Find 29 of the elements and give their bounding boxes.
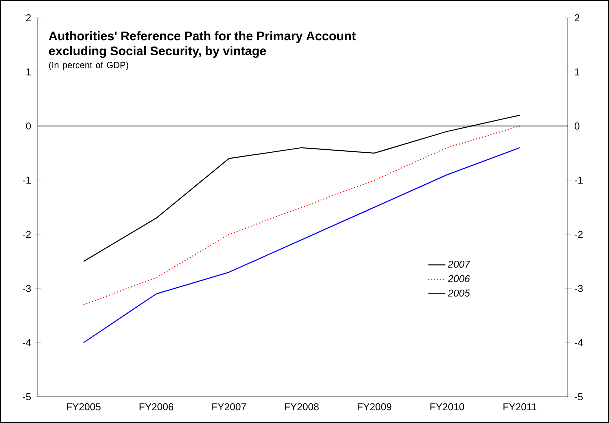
x-tick-label: FY2006: [140, 404, 174, 411]
line-series: [83, 126, 521, 306]
y2-tick-label: 1: [575, 68, 580, 76]
y-tick-label: -4: [23, 339, 32, 346]
y2-tick-label: 2: [575, 14, 580, 22]
y-tick-label: -3: [23, 285, 32, 292]
y2-tick-label: -2: [574, 231, 583, 238]
x-tick-label: FY2007: [212, 404, 246, 411]
y-tick-label: -2: [23, 231, 31, 238]
y-tick-label: 1: [26, 68, 31, 76]
x-tick-label: FY2009: [358, 404, 392, 411]
y2-tick-label: -5: [574, 394, 583, 400]
x-tick-label: FY2005: [67, 404, 101, 411]
legend-label: 2005: [448, 290, 470, 297]
text: (In percent of GDP): [49, 62, 128, 70]
y2-tick-label: -1: [574, 176, 583, 184]
y2-tick-label: 0: [574, 122, 580, 130]
text: Authorities' Reference Path for the Primary Account excluding Social Security, by vintage: [49, 31, 356, 58]
legend-label: 2007: [448, 260, 471, 268]
legend-label: 2006: [448, 275, 470, 282]
x-tick-label: FY2011: [504, 404, 537, 411]
y2-tick-label: -3: [574, 285, 583, 292]
y-tick-label: -5: [23, 394, 32, 400]
y-tick-label: 0: [26, 122, 32, 130]
y-tick-label: -1: [23, 176, 31, 184]
x-tick-label: FY2008: [285, 404, 319, 411]
y-tick-label: 2: [26, 14, 31, 22]
y2-tick-label: -4: [574, 339, 584, 346]
x-tick-label: FY2010: [430, 404, 464, 411]
